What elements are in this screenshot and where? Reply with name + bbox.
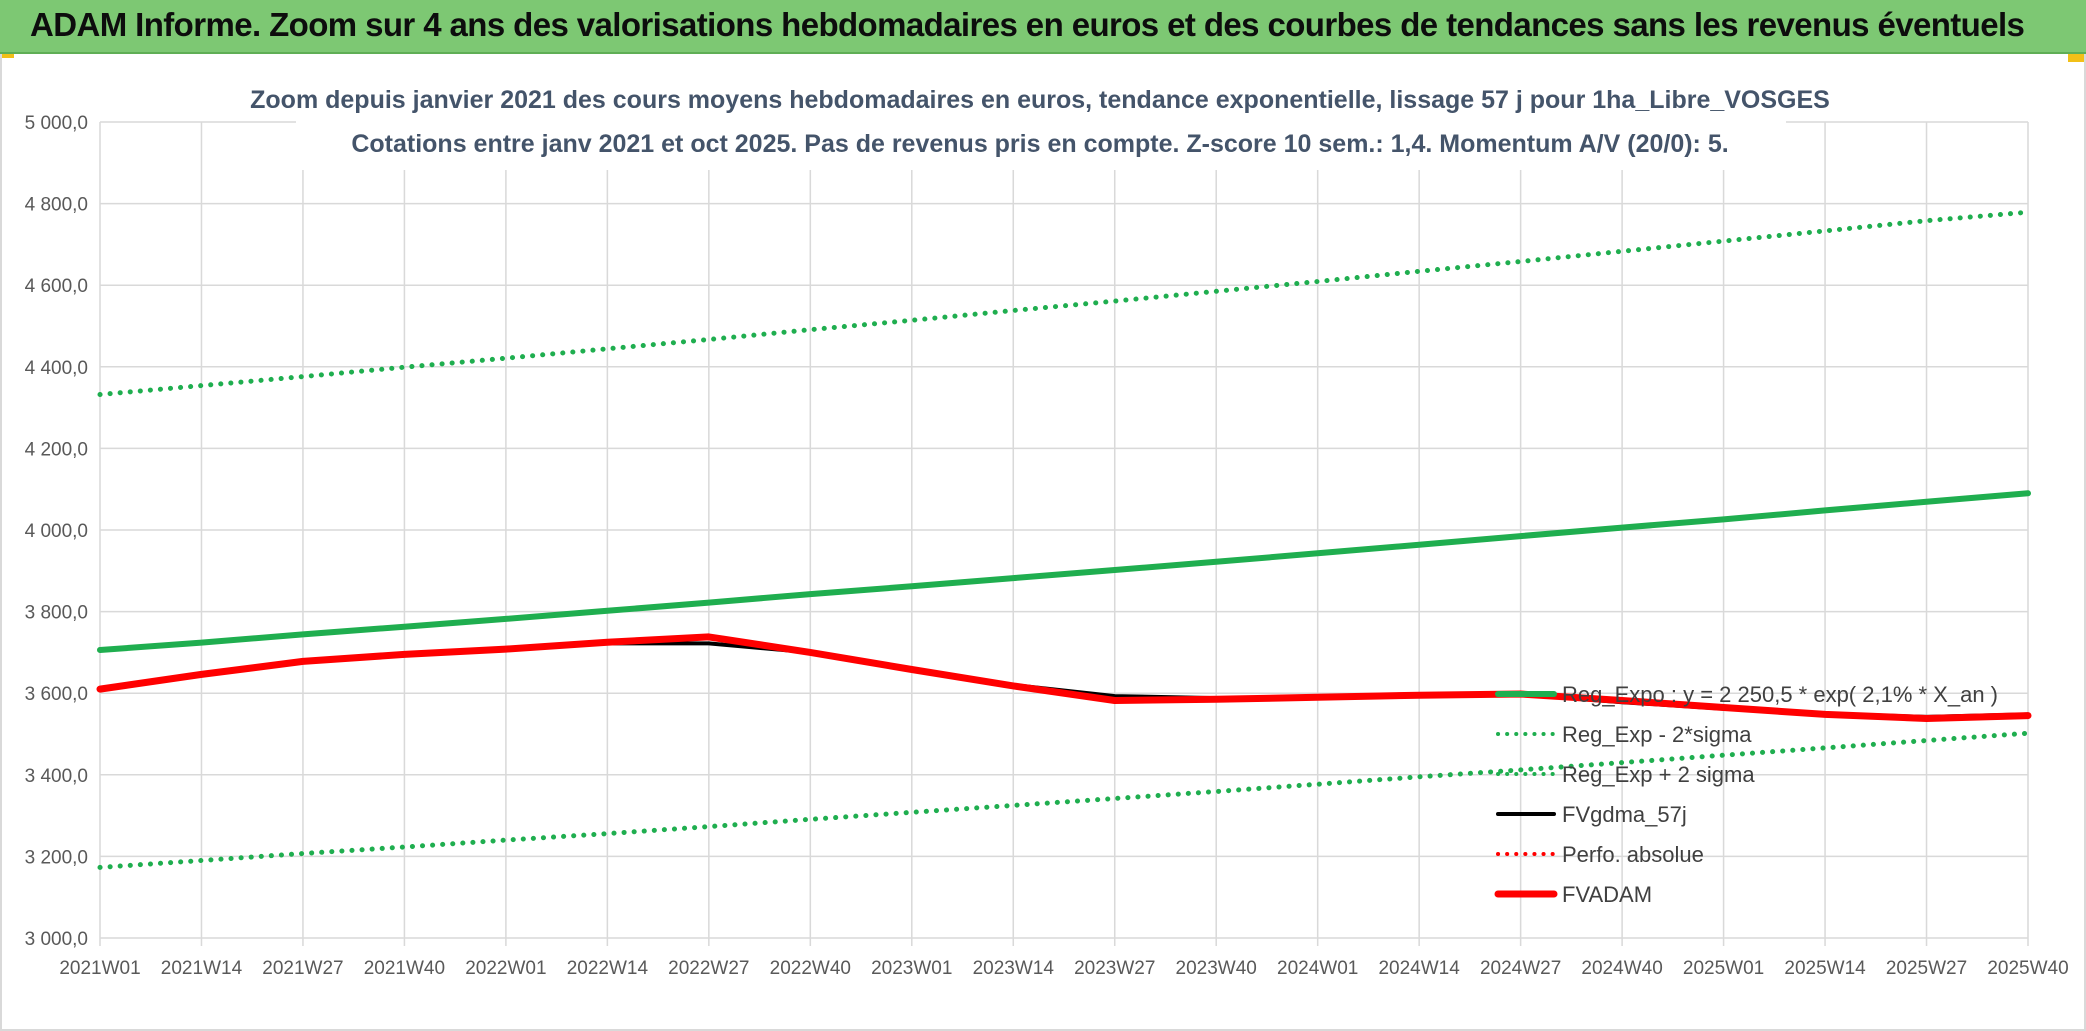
x-tick-label: 2024W01	[1277, 958, 1358, 979]
y-tick-label: 4 400,0	[25, 358, 88, 379]
x-tick-label: 2024W14	[1378, 958, 1460, 979]
x-axis-ticks: 2021W01 2021W14 2021W27 2021W40 2022W01 2022W…	[59, 958, 2068, 979]
x-tick-label: 2025W27	[1886, 958, 1967, 979]
chart-series	[96, 209, 2032, 870]
report-banner: ADAM Informe. Zoom sur 4 ans des valoris…	[0, 0, 2086, 54]
y-tick-label: 3 400,0	[25, 766, 88, 787]
y-tick-label: 3 000,0	[25, 929, 88, 950]
series-line-5	[96, 633, 2032, 722]
y-tick-label: 3 600,0	[25, 684, 88, 705]
y-tick-label: 4 000,0	[25, 521, 88, 542]
legend-label: FVgdma_57j	[1562, 802, 1687, 827]
series-line-2	[97, 209, 2031, 397]
corner-accent-left	[0, 54, 14, 58]
legend-label: Reg_Exp + 2 sigma	[1562, 762, 1755, 787]
chart-titles: Zoom depuis janvier 2021 des cours moyen…	[250, 76, 1830, 170]
legend-label: FVADAM	[1562, 882, 1652, 907]
chart-subtitle: Cotations entre janv 2021 et oct 2025. P…	[351, 130, 1728, 158]
x-tick-label: 2023W40	[1176, 958, 1257, 979]
x-tick-label: 2022W01	[465, 958, 546, 979]
y-tick-label: 5 000,0	[25, 113, 88, 134]
x-tick-label: 2024W27	[1480, 958, 1561, 979]
x-tick-label: 2025W40	[1987, 958, 2068, 979]
title-background	[296, 76, 1786, 170]
x-tick-label: 2023W14	[973, 958, 1055, 979]
x-tick-label: 2022W27	[668, 958, 749, 979]
legend-label: Reg_Exp - 2*sigma	[1562, 722, 1752, 747]
x-tick-label: 2021W40	[364, 958, 445, 979]
y-tick-label: 3 800,0	[25, 603, 88, 624]
chart-frame	[0, 54, 2086, 1031]
series-line-0	[97, 490, 2031, 653]
series-line-1	[97, 730, 2031, 870]
x-tick-label: 2024W40	[1581, 958, 1662, 979]
y-tick-label: 4 600,0	[25, 276, 88, 297]
x-tick-label: 2023W27	[1074, 958, 1155, 979]
corner-accent-right	[2068, 54, 2086, 62]
x-tick-label: 2021W01	[59, 958, 140, 979]
y-axis-ticks: 5 000,0 4 800,0 4 600,0 4 400,0 4 200,0 4 000…	[25, 113, 88, 950]
x-tick-label: 2025W01	[1683, 958, 1764, 979]
y-tick-label: 4 200,0	[25, 439, 88, 460]
x-tick-label: 2021W14	[161, 958, 243, 979]
chart-gridlines	[99, 121, 2029, 946]
report-title: ADAM Informe. Zoom sur 4 ans des valoris…	[30, 6, 2025, 43]
chart-title: Zoom depuis janvier 2021 des cours moyen…	[250, 86, 1830, 114]
x-tick-label: 2023W01	[871, 958, 952, 979]
x-tick-label: 2022W40	[770, 958, 851, 979]
chart-legend: Reg_Expo : y = 2 250,5 * exp( 2,1% * X_a…	[1494, 682, 1998, 907]
x-tick-label: 2022W14	[567, 958, 649, 979]
y-tick-label: 4 800,0	[25, 195, 88, 216]
x-tick-label: 2021W27	[262, 958, 343, 979]
legend-label: Perfo. absolue	[1562, 842, 1704, 867]
x-tick-label: 2025W14	[1784, 958, 1866, 979]
y-tick-label: 3 200,0	[25, 847, 88, 868]
legend-label: Reg_Expo : y = 2 250,5 * exp( 2,1% * X_a…	[1562, 682, 1998, 707]
